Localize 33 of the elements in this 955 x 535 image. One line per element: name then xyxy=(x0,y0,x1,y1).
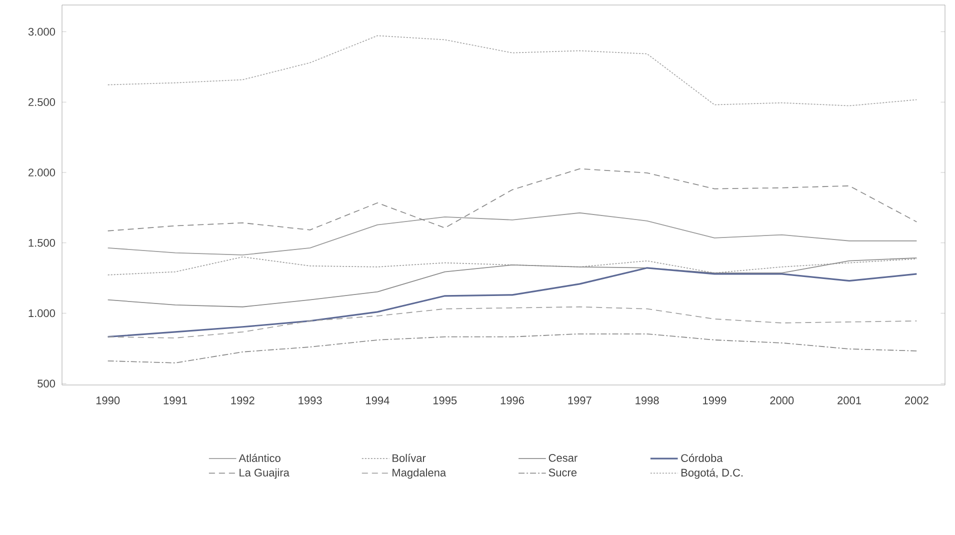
x-tick-label: 1994 xyxy=(366,396,390,404)
x-tick-label: 1998 xyxy=(636,396,659,404)
x-tick-label: 1999 xyxy=(703,396,726,404)
legend-label: Bogotá, D.C. xyxy=(681,468,743,479)
legend-label: Atlántico xyxy=(238,454,280,462)
legend-label: Córdoba xyxy=(681,454,723,462)
line-series xyxy=(107,257,918,308)
x-tick-label: 1997 xyxy=(568,396,592,404)
x-tick-label: 2001 xyxy=(838,396,861,404)
y-tick-label: 1.000 xyxy=(28,309,56,318)
x-tick-label: 2002 xyxy=(905,396,928,404)
line-series xyxy=(107,333,918,364)
x-tick-label: 1992 xyxy=(231,396,254,404)
legend-label: La Guajira xyxy=(240,468,290,479)
line-series xyxy=(107,168,918,232)
legend-label: Bolívar xyxy=(392,454,426,462)
y-tick-label: 1.500 xyxy=(28,238,56,247)
x-tick-label: 2000 xyxy=(770,396,794,404)
x-tick-label: 1995 xyxy=(433,396,457,404)
x-tick-label: 1990 xyxy=(96,396,120,404)
line-series xyxy=(107,267,918,338)
y-tick-label: 2.500 xyxy=(28,98,56,106)
legend-label: Sucre xyxy=(548,468,577,476)
line-series xyxy=(107,35,918,106)
y-tick-label: 3.000 xyxy=(28,28,56,36)
line-series xyxy=(107,306,918,338)
legend-label: Magdalena xyxy=(392,468,446,479)
legend-label: Cesar xyxy=(548,454,578,462)
x-tick-label: 1991 xyxy=(164,396,187,404)
y-tick-label: 2.000 xyxy=(28,168,56,176)
y-tick-label: 500 xyxy=(38,380,56,388)
x-tick-label: 1993 xyxy=(298,396,322,404)
x-tick-label: 1996 xyxy=(500,396,524,404)
